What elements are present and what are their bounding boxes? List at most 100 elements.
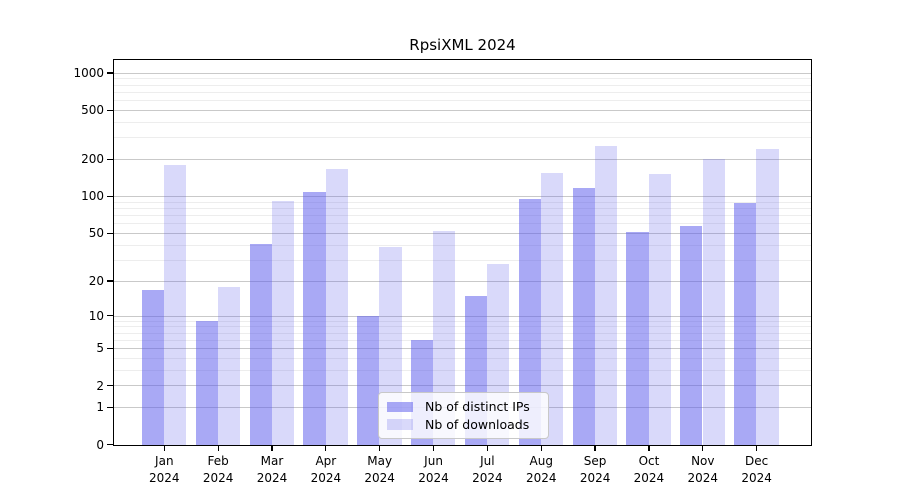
bar-downloads-oct xyxy=(648,174,671,445)
y-tick-label: 200 xyxy=(81,152,104,167)
x-tick-mark xyxy=(379,445,381,451)
gridline-minor xyxy=(114,201,811,203)
gridline-minor xyxy=(114,357,811,359)
x-tick-label-jun: Jun 2024 xyxy=(418,454,449,485)
bar-downloads-jan xyxy=(164,165,187,445)
gridline-major xyxy=(114,159,811,161)
x-tick-mark xyxy=(702,445,704,451)
y-tick-mark xyxy=(107,195,114,198)
gridline-minor xyxy=(114,259,811,261)
x-tick-mark xyxy=(432,445,435,451)
y-tick-label: 100 xyxy=(81,189,104,204)
gridline-minor xyxy=(114,320,811,322)
gridline-major xyxy=(114,280,811,282)
y-tick-mark xyxy=(107,406,114,409)
x-tick-mark xyxy=(217,445,219,451)
bar-distinct-ips-oct xyxy=(626,232,649,445)
gridline-major xyxy=(114,72,811,74)
legend-label-distinct-ips: Nb of distinct IPs xyxy=(425,399,530,415)
x-tick-label-may: May 2024 xyxy=(364,454,395,485)
bar-downloads-apr xyxy=(325,169,348,445)
x-tick-label-dec: Dec 2024 xyxy=(741,454,772,485)
bar-downloads-feb xyxy=(217,286,241,445)
y-tick-label: 20 xyxy=(88,273,104,288)
y-tick-label: 50 xyxy=(88,226,104,241)
x-tick-label-aug: Aug 2024 xyxy=(525,454,557,485)
x-tick-mark xyxy=(163,445,165,451)
y-tick-mark xyxy=(107,232,114,234)
y-tick-mark xyxy=(107,444,114,446)
gridline-minor xyxy=(114,339,811,341)
x-tick-label-jan: Jan 2024 xyxy=(149,454,180,485)
gridline-minor xyxy=(114,91,811,93)
x-tick-mark xyxy=(540,445,542,451)
bar-distinct-ips-dec xyxy=(734,202,757,445)
y-tick-label: 2 xyxy=(96,378,104,393)
gridline-major xyxy=(114,315,811,317)
legend-row-distinct-ips: Nb of distinct IPs xyxy=(387,398,539,416)
y-tick-label: 500 xyxy=(81,103,104,118)
gridline-minor xyxy=(114,369,811,371)
gridline-minor xyxy=(114,84,811,86)
x-tick-label-feb: Feb 2024 xyxy=(202,454,234,485)
y-tick-mark xyxy=(107,384,114,387)
y-tick-label: 5 xyxy=(96,341,104,356)
bar-distinct-ips-may xyxy=(357,316,380,445)
gridline-minor xyxy=(114,137,811,139)
y-tick-mark xyxy=(107,72,114,74)
x-tick-label-oct: Oct 2024 xyxy=(633,454,665,485)
legend-swatch-distinct-ips xyxy=(387,401,413,412)
gridline-minor xyxy=(114,244,811,246)
bar-distinct-ips-feb xyxy=(195,321,218,445)
y-tick-mark xyxy=(107,158,114,161)
legend-label-downloads: Nb of downloads xyxy=(425,416,530,432)
y-tick-label: 1000 xyxy=(73,66,104,80)
y-tick-mark xyxy=(107,109,114,111)
bar-distinct-ips-aug xyxy=(518,198,541,445)
y-tick-mark xyxy=(107,347,114,349)
gridline-major xyxy=(114,348,811,350)
gridline-minor xyxy=(114,100,811,102)
bar-downloads-sep xyxy=(594,145,617,445)
y-tick-label: 1 xyxy=(96,400,104,415)
gridline-minor xyxy=(114,223,811,225)
x-tick-mark xyxy=(271,445,273,451)
x-tick-label-jul: Jul 2024 xyxy=(472,454,503,485)
bar-distinct-ips-mar xyxy=(249,243,272,445)
bar-downloads-aug xyxy=(540,173,564,445)
x-tick-mark xyxy=(756,445,758,451)
x-tick-label-mar: Mar 2024 xyxy=(256,454,288,485)
legend: Nb of distinct IPs Nb of downloads xyxy=(378,392,549,439)
bar-distinct-ips-jan xyxy=(141,289,164,445)
bar-distinct-ips-apr xyxy=(303,192,326,445)
x-tick-mark xyxy=(486,445,489,451)
x-tick-label-nov: Nov 2024 xyxy=(687,454,719,485)
plot-area xyxy=(113,59,812,446)
chart-title: RpsiXML 2024 xyxy=(409,36,516,54)
gridline-major xyxy=(114,196,811,198)
gridline-minor xyxy=(114,208,811,210)
x-tick-label-sep: Sep 2024 xyxy=(579,454,611,485)
legend-row-downloads: Nb of downloads xyxy=(387,416,539,434)
y-tick-mark xyxy=(107,315,114,317)
bar-distinct-ips-nov xyxy=(680,225,703,445)
y-tick-label: 10 xyxy=(88,308,104,323)
gridline-minor xyxy=(114,78,811,80)
x-tick-mark xyxy=(594,445,596,451)
x-tick-mark xyxy=(325,445,327,451)
y-tick-mark xyxy=(107,280,114,282)
gridline-minor xyxy=(114,215,811,217)
gridline-major xyxy=(114,110,811,112)
y-tick-label: 0 xyxy=(96,437,104,452)
bar-downloads-jun xyxy=(433,231,456,445)
bar-downloads-dec xyxy=(756,148,779,445)
gridline-major xyxy=(114,232,811,234)
x-tick-mark xyxy=(648,445,650,451)
gridline-minor xyxy=(114,122,811,124)
bar-downloads-nov xyxy=(702,158,725,445)
bar-downloads-mar xyxy=(271,200,294,445)
gridline-minor xyxy=(114,332,811,334)
gridline-major xyxy=(114,385,811,387)
gridline-minor xyxy=(114,326,811,328)
